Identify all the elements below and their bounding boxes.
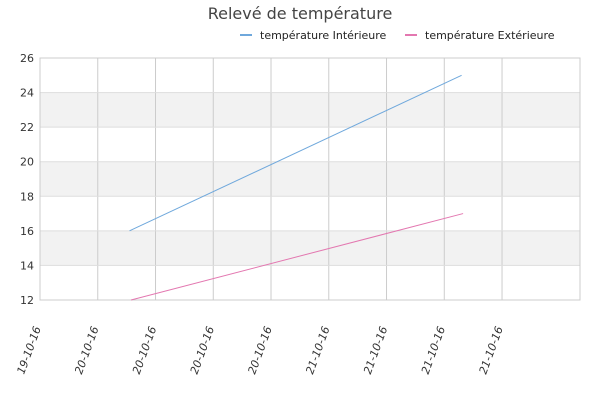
- x-tick-label: 21-10-16: [477, 325, 506, 376]
- x-tick-label: 21-10-16: [303, 325, 332, 376]
- legend: température Intérieure température Extéri…: [240, 29, 555, 42]
- chart-title: Relevé de température: [208, 4, 393, 23]
- x-tick-label: 21-10-16: [361, 325, 390, 376]
- legend-label: température Intérieure: [260, 29, 387, 42]
- y-tick-label: 22: [20, 121, 34, 134]
- y-tick-label: 20: [20, 156, 34, 169]
- plot-bands: [40, 92, 580, 266]
- series-lines: [129, 74, 464, 301]
- x-axis-ticks: 19-10-16 20-10-16 20-10-16 20-10-16 20-10-16…: [15, 325, 506, 376]
- plot-band: [40, 161, 580, 197]
- x-tick-label: 20-10-16: [130, 325, 159, 376]
- y-tick-label: 14: [20, 259, 34, 272]
- legend-label: température Extérieure: [425, 29, 555, 42]
- x-tick-label: 20-10-16: [72, 325, 101, 376]
- y-axis-ticks: 12 14 16 18 20 22 24 26: [20, 52, 34, 307]
- y-tick-label: 18: [20, 190, 34, 203]
- vertical-gridlines: [97, 58, 503, 300]
- x-tick-label: 21-10-16: [419, 325, 448, 376]
- y-tick-label: 12: [20, 294, 34, 307]
- y-tick-label: 24: [20, 87, 34, 100]
- series-line-1: [129, 74, 462, 232]
- y-tick-label: 16: [20, 225, 34, 238]
- plot-border: [39, 57, 581, 301]
- series-line-2: [130, 213, 464, 301]
- x-tick-label: 20-10-16: [246, 325, 275, 376]
- x-tick-label: 19-10-16: [15, 325, 44, 376]
- x-tick-label: 20-10-16: [188, 325, 217, 376]
- plot-band: [40, 230, 580, 266]
- y-tick-label: 26: [20, 52, 34, 65]
- plot-band: [40, 92, 580, 128]
